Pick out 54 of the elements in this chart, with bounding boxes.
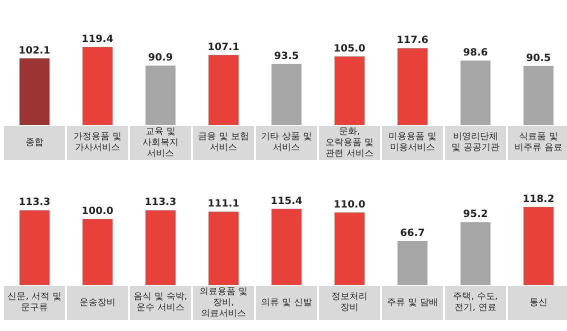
bar bbox=[208, 55, 238, 125]
data-label: 95.2 bbox=[463, 209, 488, 220]
x-tick-label: 교육 및 사회복지 서비스 bbox=[129, 125, 192, 161]
data-label: 119.4 bbox=[82, 34, 114, 45]
x-tick-label: 종합 bbox=[3, 125, 66, 161]
data-label: 98.6 bbox=[463, 48, 488, 59]
bar bbox=[82, 47, 112, 125]
data-label: 118.2 bbox=[522, 194, 554, 205]
data-label: 90.9 bbox=[148, 52, 173, 64]
data-label: 90.5 bbox=[526, 52, 551, 64]
data-label: 66.7 bbox=[400, 228, 425, 239]
bar bbox=[460, 222, 490, 285]
data-label: 107.1 bbox=[208, 42, 240, 54]
x-tick-label: 가정용품 및 가사서비스 bbox=[66, 125, 129, 161]
x-tick-label: 기타 상품 및 서비스 bbox=[255, 125, 318, 161]
bar bbox=[146, 210, 176, 285]
bar bbox=[146, 66, 176, 125]
bar bbox=[524, 207, 554, 285]
data-label: 100.0 bbox=[82, 206, 114, 218]
data-label: 117.6 bbox=[396, 35, 428, 46]
bar bbox=[82, 219, 112, 285]
bar bbox=[20, 58, 50, 125]
x-tick-label: 신문, 서적 및 문구류 bbox=[3, 285, 66, 321]
data-label: 115.4 bbox=[270, 196, 302, 207]
x-tick-label: 운송장비 bbox=[66, 285, 129, 321]
x-tick-label: 주택, 수도, 전기, 연료 bbox=[444, 285, 507, 321]
x-tick-label: 음식 및 숙박, 운수 서비스 bbox=[129, 285, 192, 321]
data-label: 113.3 bbox=[144, 197, 176, 208]
data-label: 93.5 bbox=[274, 50, 299, 62]
x-tick-label: 통신 bbox=[507, 285, 567, 321]
data-label: 113.3 bbox=[18, 197, 50, 208]
x-tick-label: 식료품 및 비주류 음료 bbox=[507, 125, 567, 161]
bar bbox=[272, 208, 302, 285]
bar bbox=[524, 66, 554, 125]
data-label: 110.0 bbox=[334, 199, 366, 210]
x-tick-label: 미용용품 및 미용서비스 bbox=[381, 125, 444, 161]
x-tick-label: 주류 및 담배 bbox=[381, 285, 444, 321]
x-tick-label: 정보처리 장비 bbox=[318, 285, 381, 321]
data-label: 102.1 bbox=[18, 45, 50, 56]
data-label: 111.1 bbox=[208, 198, 240, 210]
bar bbox=[334, 56, 364, 125]
bar bbox=[398, 48, 428, 125]
bar bbox=[272, 64, 302, 125]
data-label: 105.0 bbox=[334, 43, 366, 54]
x-tick-label: 비영리단체 및 공공기관 bbox=[444, 125, 507, 161]
x-tick-label: 금융 및 보험 서비스 bbox=[192, 125, 255, 161]
x-tick-label: 문화, 오락용품 및 관련 서비스 bbox=[318, 125, 381, 161]
bar bbox=[398, 240, 428, 285]
bar bbox=[208, 212, 238, 285]
bar bbox=[334, 212, 364, 285]
x-tick-label: 의료용품 및 장비, 의료서비스 bbox=[192, 285, 255, 321]
bar bbox=[460, 60, 490, 125]
bar bbox=[20, 210, 50, 285]
x-tick-label: 의류 및 신발 bbox=[255, 285, 318, 321]
